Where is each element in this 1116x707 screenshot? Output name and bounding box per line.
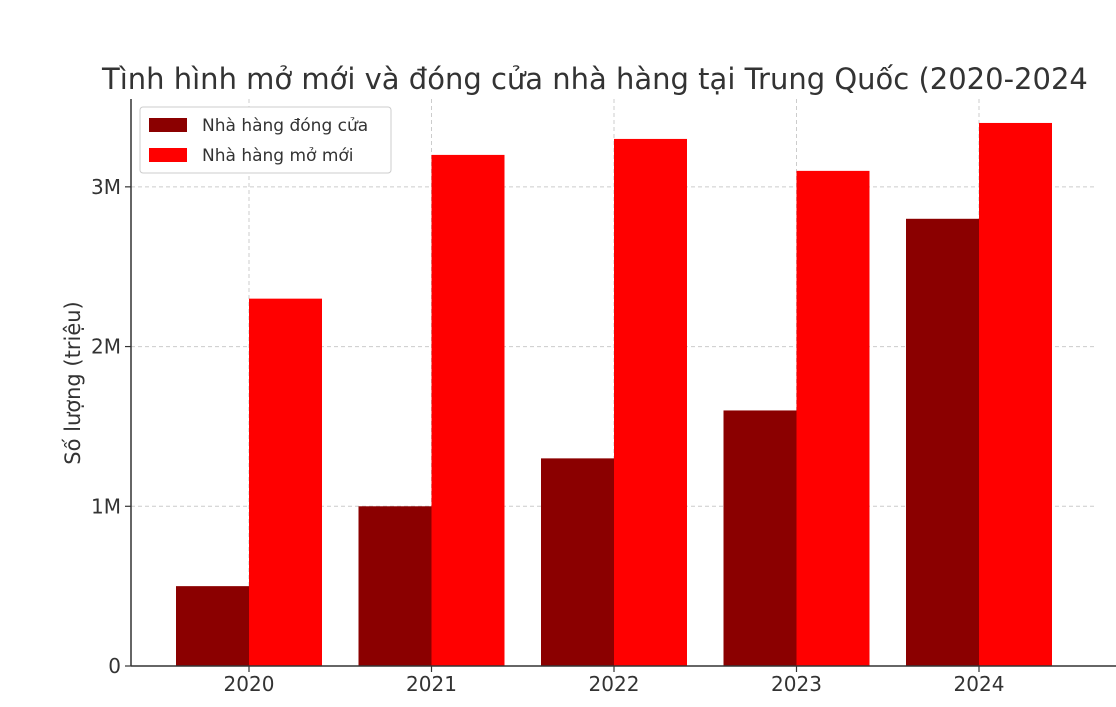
bar-closed [358,506,432,666]
bar-closed [723,410,797,666]
bar-opened [431,154,505,666]
y-tick-label: 2M [91,335,121,359]
legend: Nhà hàng đóng cửa Nhà hàng mở mới [139,106,392,174]
bar-closed [176,586,249,666]
x-tick-label: 2020 [224,672,275,696]
y-axis-label: Số lượng (triệu) [61,301,85,464]
y-tick-label: 1M [91,494,121,518]
bar-closed [541,458,614,666]
bar-opened [614,138,687,667]
y-tick-label: 3M [91,175,121,199]
chart-title: Tình hình mở mới và đóng cửa nhà hàng tạ… [101,62,1088,96]
bar-closed [906,218,979,666]
x-tick-label: 2024 [954,672,1005,696]
bar-opened [979,122,1052,666]
x-tick-label: 2023 [771,672,822,696]
legend-swatch-opened [149,148,187,162]
legend-frame [139,106,392,174]
y-ticks: 0 1M 2M 3M [91,175,131,678]
legend-swatch-closed [149,118,187,132]
legend-label-closed: Nhà hàng đóng cửa [202,116,368,136]
x-tick-label: 2022 [589,672,640,696]
legend-label-opened: Nhà hàng mở mới [202,146,354,166]
x-tick-label: 2021 [406,672,457,696]
x-ticks: 2020 2021 2022 2023 2024 [224,666,1005,696]
y-tick-label: 0 [108,654,121,678]
bars [176,122,1052,667]
bar-opened [249,298,322,666]
bar-opened [796,170,870,667]
